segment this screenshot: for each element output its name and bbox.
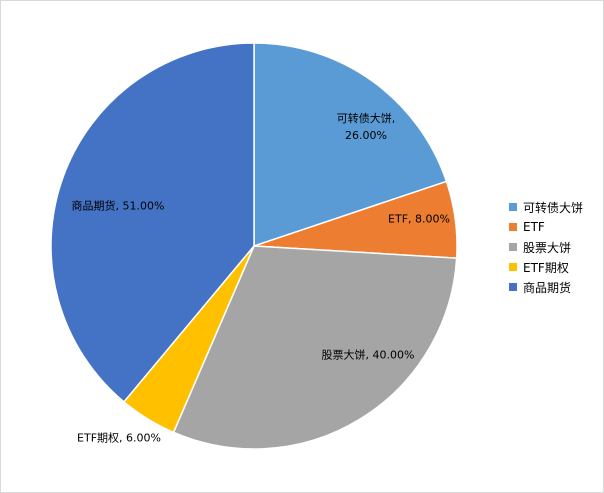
data-label-1: ETF, 8.00% [388,212,450,226]
legend: 可转债大饼 ETF 股票大饼 ETF期权商品期货 [509,197,583,297]
legend-swatch [509,203,517,211]
legend-item: ETF期权 [509,257,583,277]
legend-item: ETF [509,217,583,237]
legend-label: 可转债大饼 [523,200,584,215]
legend-item: 股票大饼 [509,237,583,257]
pie-slice-2 [172,245,458,450]
data-label-0: 可转债大饼, 26.00% [336,112,396,142]
legend-item: 可转债大饼 [509,197,583,217]
data-label-3: ETF期权, 6.00% [77,431,161,445]
legend-label: ETF期权 [523,260,569,275]
legend-item: 商品期货 [509,277,583,297]
data-label-2: 股票大饼, 40.00% [321,348,415,362]
legend-label: 股票大饼 [523,240,572,255]
legend-swatch [509,283,517,291]
legend-swatch [509,243,517,251]
legend-swatch [509,263,517,271]
legend-label: ETF [523,220,545,234]
pie-slice-0 [253,42,448,248]
data-label-4: 商品期货, 51.00% [71,199,165,213]
pie-slice-4 [50,42,255,403]
legend-label: 商品期货 [523,280,572,295]
legend-swatch [509,223,517,231]
